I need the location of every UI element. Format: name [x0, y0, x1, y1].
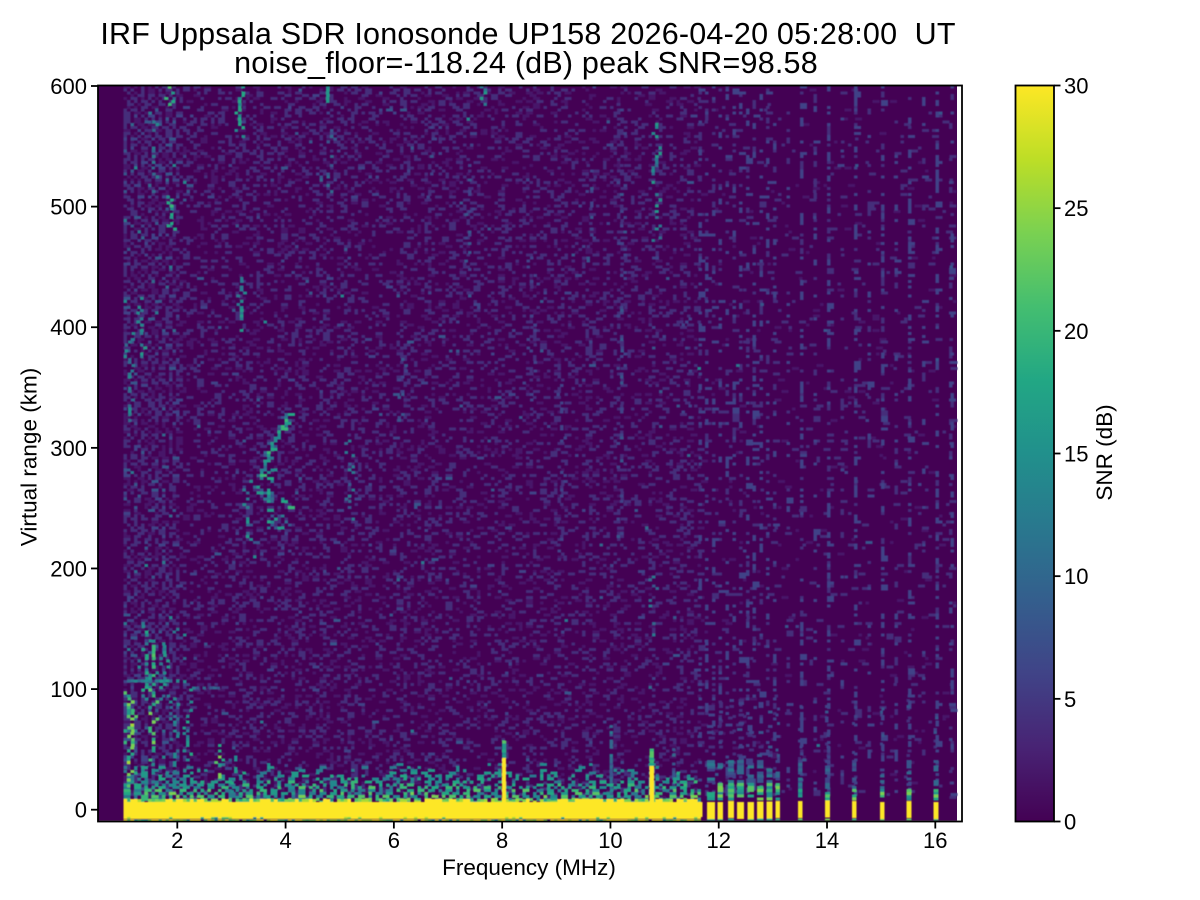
svg-text:noise_floor=-118.24 (dB) peak: noise_floor=-118.24 (dB) peak SNR=98.58	[234, 46, 818, 80]
svg-text:100: 100	[50, 677, 87, 702]
svg-text:5: 5	[1064, 687, 1076, 712]
svg-text:0: 0	[1064, 810, 1076, 835]
svg-text:SNR (dB): SNR (dB)	[1092, 404, 1117, 500]
svg-text:IRF Uppsala SDR Ionosonde UP15: IRF Uppsala SDR Ionosonde UP158 2026-04-…	[100, 17, 955, 51]
svg-text:14: 14	[815, 828, 839, 853]
svg-text:0: 0	[75, 798, 87, 823]
svg-text:4: 4	[279, 828, 291, 853]
svg-text:15: 15	[1064, 442, 1088, 467]
svg-text:10: 10	[598, 828, 622, 853]
svg-text:400: 400	[50, 315, 87, 340]
svg-text:2: 2	[171, 828, 183, 853]
svg-text:300: 300	[50, 436, 87, 461]
svg-text:30: 30	[1064, 74, 1088, 99]
svg-text:500: 500	[50, 195, 87, 220]
svg-text:20: 20	[1064, 319, 1088, 344]
svg-text:16: 16	[923, 828, 947, 853]
svg-text:25: 25	[1064, 196, 1088, 221]
svg-text:10: 10	[1064, 564, 1088, 589]
svg-text:6: 6	[388, 828, 400, 853]
svg-text:600: 600	[50, 74, 87, 99]
svg-text:Virtual range (km): Virtual range (km)	[17, 368, 42, 546]
svg-text:8: 8	[496, 828, 508, 853]
svg-text:Frequency (MHz): Frequency (MHz)	[442, 855, 616, 880]
svg-text:200: 200	[50, 556, 87, 581]
svg-text:12: 12	[706, 828, 730, 853]
